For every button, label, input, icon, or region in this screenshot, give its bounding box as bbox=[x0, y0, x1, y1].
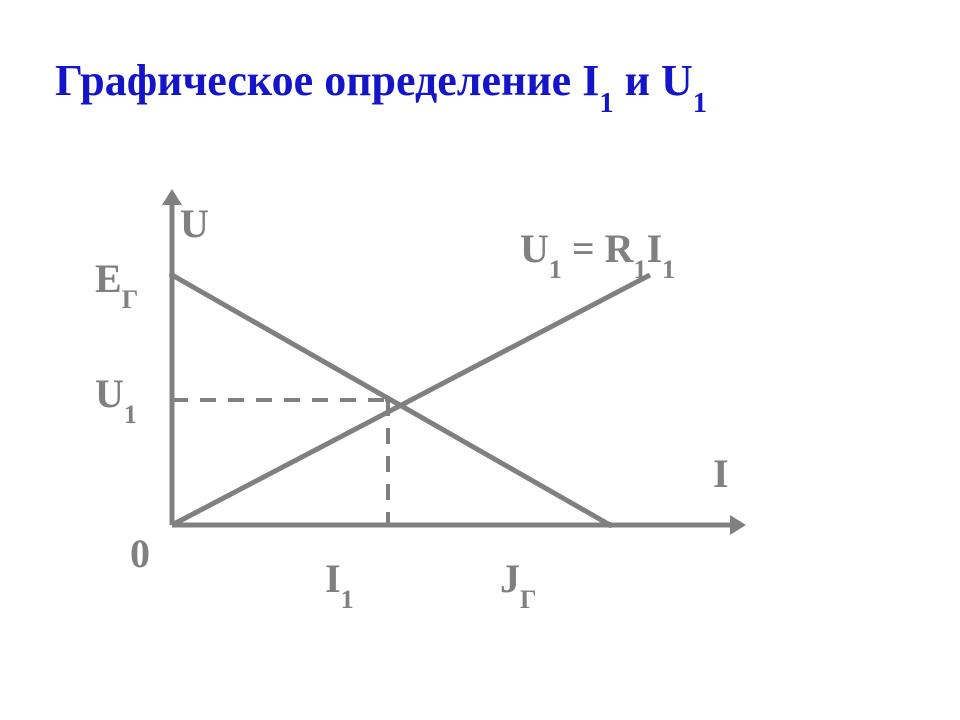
label-u-axis: U bbox=[180, 200, 209, 247]
point-j-gamma bbox=[607, 522, 613, 528]
label-e-gamma: ЕГ bbox=[95, 255, 138, 308]
label-j-gamma: JГ bbox=[500, 555, 537, 608]
label-i-axis: I bbox=[713, 450, 729, 497]
y-axis-arrow bbox=[162, 189, 182, 205]
label-u1: U1 bbox=[95, 370, 137, 423]
x-axis-arrow bbox=[730, 515, 746, 535]
point-e-gamma bbox=[169, 272, 175, 278]
label-origin: 0 bbox=[130, 530, 150, 577]
label-i1: I1 bbox=[325, 555, 354, 608]
diagram-svg bbox=[0, 0, 960, 720]
label-equation: U1 = R1I1 bbox=[520, 225, 675, 278]
point-intersection bbox=[385, 397, 391, 403]
